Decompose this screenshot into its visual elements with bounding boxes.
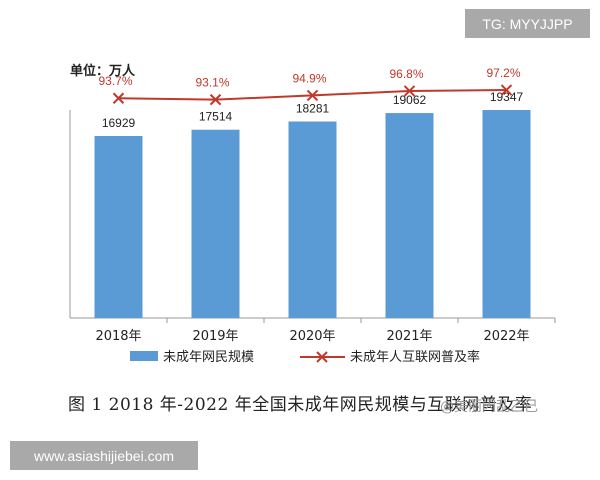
legend-bar-label: 未成年网民规模 — [163, 350, 254, 365]
rate-value-label: 93.7% — [98, 74, 132, 88]
x-tick-label: 2020年 — [289, 329, 335, 344]
rate-point — [500, 84, 513, 96]
x-tick-label: 2022年 — [483, 329, 529, 344]
rate-value-label: 93.1% — [195, 76, 229, 90]
legend-bar-swatch — [130, 351, 158, 361]
bar — [94, 136, 143, 318]
legend-line-marker — [316, 351, 328, 363]
bar — [482, 110, 531, 319]
rate-value-label: 94.9% — [292, 71, 326, 85]
unit-label: 单位：万人 — [70, 64, 136, 79]
watermark-text: @美丽闪乱乙己 — [440, 399, 538, 415]
figure-caption: 图 1 2018 年-2022 年全国未成年网民规模与互联网普及率 — [68, 395, 533, 415]
rate-value-label: 97.2% — [486, 66, 520, 80]
x-tick-label: 2021年 — [386, 329, 432, 344]
bar-value-label: 16929 — [102, 116, 136, 130]
rate-point — [306, 89, 319, 102]
bar-value-label: 19347 — [490, 90, 524, 104]
rate-point — [209, 93, 222, 106]
site-url: www.asiashijiebei.com — [10, 441, 198, 470]
rate-value-label: 96.8% — [389, 67, 423, 81]
bar — [385, 113, 434, 318]
tg-tag: TG: MYYJJPP — [465, 9, 590, 38]
x-tick-label: 2018年 — [95, 329, 141, 344]
bar — [191, 129, 240, 318]
bar-value-label: 17514 — [199, 110, 233, 124]
legend-line-label: 未成年人互联网普及率 — [350, 349, 480, 365]
bar-value-label: 19062 — [393, 93, 427, 107]
bar-value-label: 18281 — [296, 101, 330, 115]
rate-point — [112, 92, 125, 104]
x-tick-label: 2019年 — [192, 329, 238, 344]
rate-point — [403, 85, 416, 97]
bar — [288, 121, 337, 318]
